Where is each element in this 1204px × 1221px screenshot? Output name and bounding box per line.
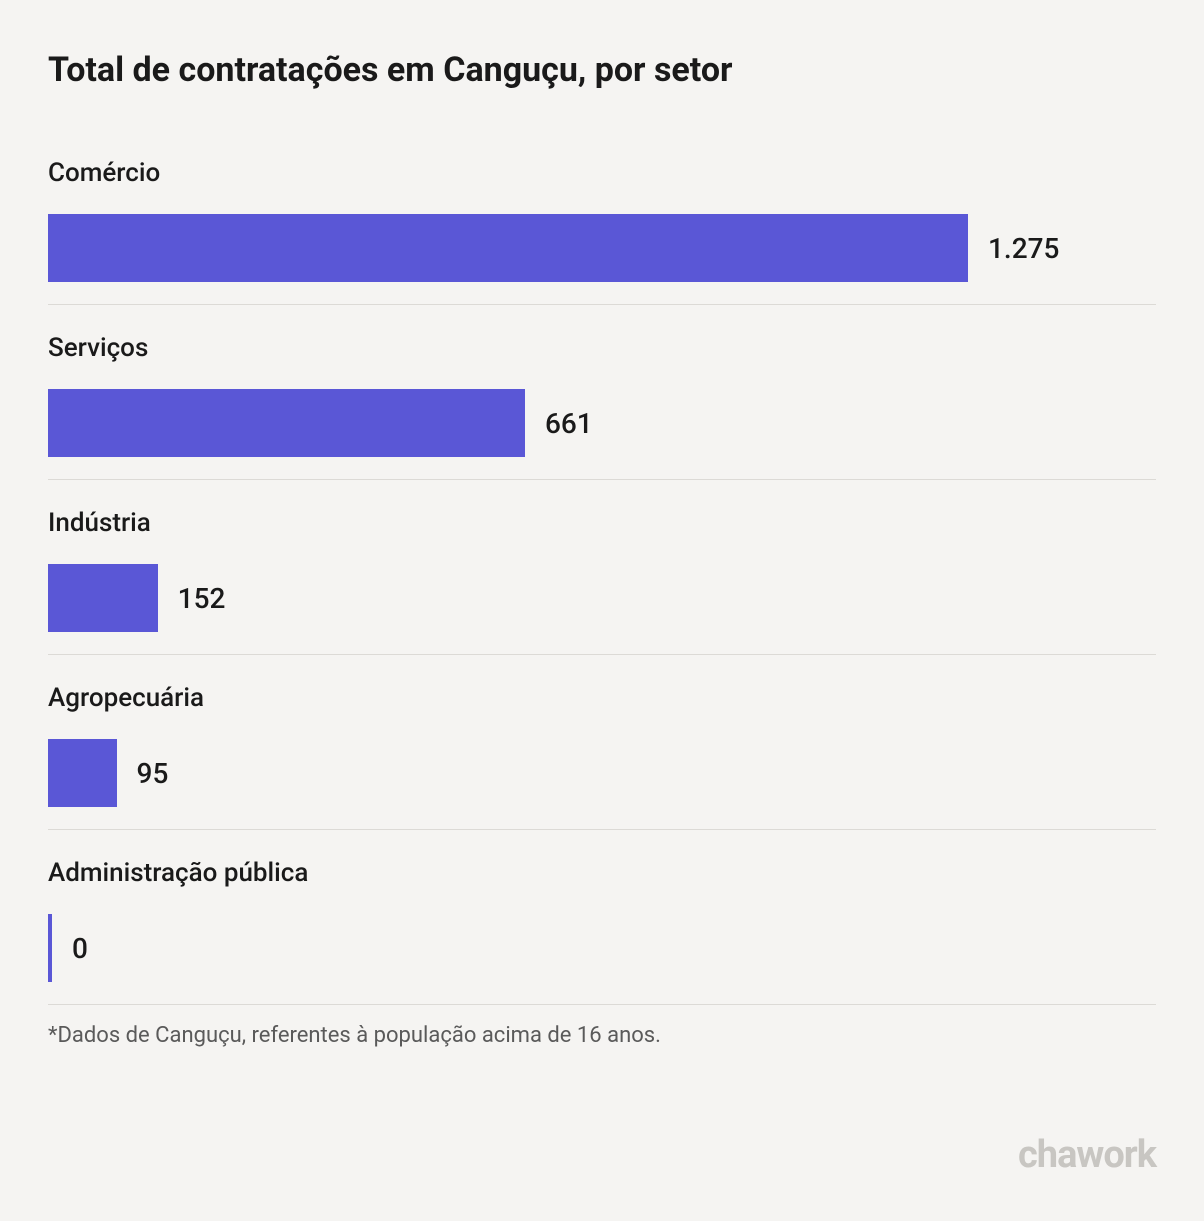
bar-container: 0 (48, 914, 1156, 982)
bar-row: Administração pública 0 (48, 858, 1156, 1005)
bars-container: Comércio 1.275 Serviços 661 Indústria 152 Agro… (48, 158, 1156, 1005)
bar (48, 389, 525, 457)
bar (48, 739, 117, 807)
bar-value: 661 (545, 407, 593, 440)
bar-value: 1.275 (988, 232, 1059, 265)
bar (48, 914, 52, 982)
bar-row: Comércio 1.275 (48, 158, 1156, 305)
bar-row: Indústria 152 (48, 508, 1156, 655)
bar-row: Agropecuária 95 (48, 683, 1156, 830)
bar-label: Comércio (48, 158, 1156, 188)
bar-container: 95 (48, 739, 1156, 807)
chart-title: Total de contratações em Canguçu, por se… (48, 50, 1156, 90)
bar-container: 661 (48, 389, 1156, 457)
bar-container: 1.275 (48, 214, 1156, 282)
bar-label: Agropecuária (48, 683, 1156, 713)
bar-value: 95 (137, 757, 169, 790)
bar-value: 152 (178, 582, 226, 615)
bar-container: 152 (48, 564, 1156, 632)
bar-label: Administração pública (48, 858, 1156, 888)
bar (48, 214, 968, 282)
bar (48, 564, 158, 632)
bar-label: Serviços (48, 333, 1156, 363)
brand-logo: chawork (1018, 1133, 1156, 1177)
chart-footnote: *Dados de Canguçu, referentes à populaçã… (48, 1023, 1156, 1048)
bar-label: Indústria (48, 508, 1156, 538)
bar-value: 0 (72, 932, 88, 965)
bar-row: Serviços 661 (48, 333, 1156, 480)
